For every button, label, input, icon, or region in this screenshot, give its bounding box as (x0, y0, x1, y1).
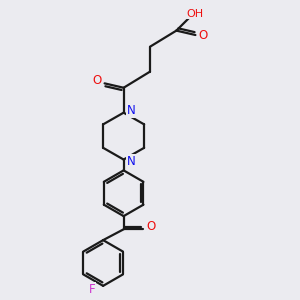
Text: F: F (89, 283, 95, 296)
Text: OH: OH (186, 9, 203, 19)
Text: O: O (146, 220, 155, 233)
Text: O: O (93, 74, 102, 87)
Text: N: N (127, 104, 135, 117)
Text: N: N (127, 154, 135, 167)
Text: O: O (199, 29, 208, 42)
